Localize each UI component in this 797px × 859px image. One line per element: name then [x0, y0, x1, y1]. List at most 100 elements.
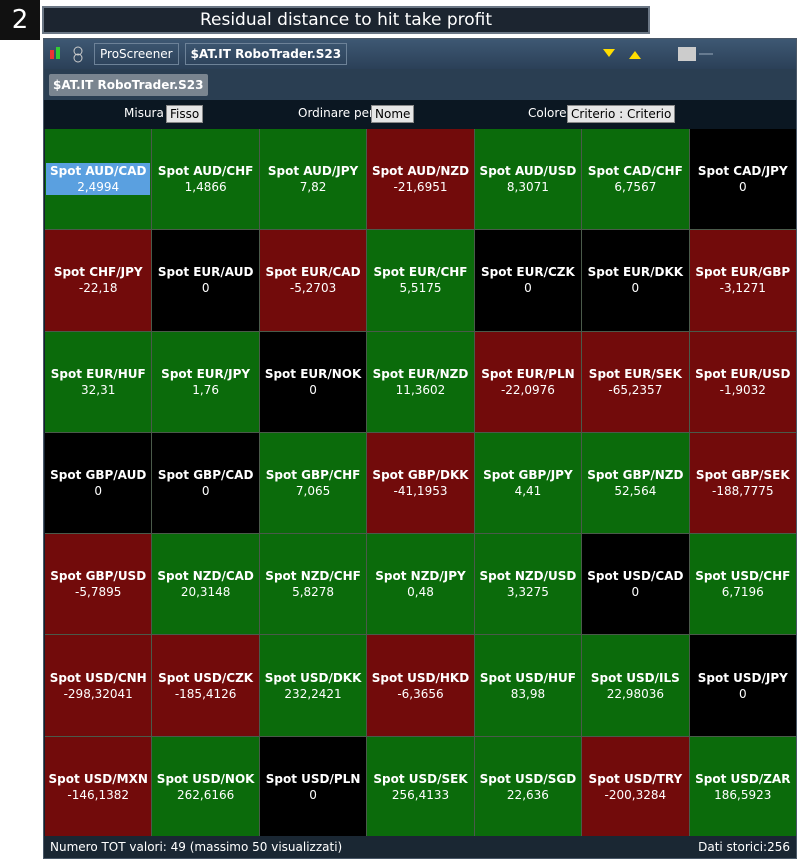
tile[interactable]: Spot NZD/JPY 0,48 [367, 534, 474, 635]
tile[interactable]: Spot USD/SGD 22,636 [474, 736, 582, 837]
tile[interactable]: Spot GBP/NZD 52,564 [582, 432, 689, 534]
tile-name: Spot EUR/DKK [587, 265, 684, 280]
tile[interactable]: Spot EUR/PLN -22,0976 [474, 331, 582, 432]
tile[interactable]: Spot GBP/CHF 7,065 [259, 432, 367, 534]
app-button[interactable]: ProScreener [94, 43, 179, 65]
tile-name: Spot USD/PLN [265, 771, 361, 786]
tile[interactable]: Spot AUD/NZD -21,6951 [367, 129, 474, 230]
tile-value: 6,7567 [614, 180, 657, 195]
tile-value: -1,9032 [719, 382, 766, 397]
tile[interactable]: Spot CAD/JPY 0 [689, 129, 796, 230]
tile[interactable]: Spot AUD/CHF 1,4866 [152, 129, 259, 230]
tile-value: 22,636 [506, 787, 549, 802]
tile-value: 0 [309, 382, 317, 397]
tile-value: 32,31 [81, 382, 116, 397]
tile[interactable]: Spot USD/MXN -146,1382 [45, 736, 152, 837]
tile-value: 256,4133 [391, 787, 450, 802]
tile-value: 52,564 [614, 483, 657, 498]
tab[interactable]: $AT.IT RoboTrader.S23 [49, 73, 208, 96]
tile[interactable]: Spot USD/JPY 0 [689, 635, 796, 736]
tile-name: Spot GBP/AUD [50, 467, 147, 482]
tile-name: Spot AUD/USD [479, 164, 577, 179]
tile[interactable]: Spot USD/CHF 6,7196 [689, 534, 796, 635]
tile[interactable]: Spot GBP/USD -5,7895 [45, 534, 152, 635]
tile[interactable]: Spot NZD/CHF 5,8278 [259, 534, 367, 635]
tile[interactable]: Spot EUR/CZK 0 [474, 230, 582, 331]
tile-value: 0 [524, 281, 532, 296]
tab-row: $AT.IT RoboTrader.S23 [44, 69, 796, 100]
tile-name: Spot USD/CZK [158, 670, 254, 685]
tile[interactable]: Spot USD/CZK -185,4126 [152, 635, 259, 736]
tile[interactable]: Spot GBP/SEK -188,7775 [689, 432, 796, 534]
tile-value: -146,1382 [67, 787, 129, 802]
tile-name: Spot EUR/GBP [695, 265, 791, 280]
tile[interactable]: Spot USD/TRY -200,3284 [582, 736, 689, 837]
tile[interactable]: Spot GBP/CAD 0 [152, 432, 259, 534]
tile[interactable]: Spot AUD/JPY 7,82 [259, 129, 367, 230]
tile-name: Spot CHF/JPY [53, 265, 143, 280]
tile-name: Spot USD/TRY [588, 771, 683, 786]
tile[interactable]: Spot EUR/HUF 32,31 [45, 331, 152, 432]
tile[interactable]: Spot USD/CAD 0 [582, 534, 689, 635]
tile[interactable]: Spot EUR/CAD -5,2703 [259, 230, 367, 331]
tile[interactable]: Spot CHF/JPY -22,18 [45, 230, 152, 331]
tile[interactable]: Spot EUR/NZD 11,3602 [367, 331, 474, 432]
tile[interactable]: Spot AUD/CAD 2,4994 [45, 129, 152, 230]
measure-select[interactable]: Fisso [166, 105, 204, 123]
tile[interactable]: Spot EUR/USD -1,9032 [689, 331, 796, 432]
tile-value: 0 [738, 686, 747, 701]
tile-name: Spot GBP/JPY [483, 467, 573, 482]
screener-select[interactable]: $AT.IT RoboTrader.S23 [184, 43, 348, 65]
tile[interactable]: Spot USD/CNH -298,32041 [45, 635, 152, 736]
sort-select[interactable]: Nome [371, 105, 415, 123]
tile-name: Spot USD/ZAR [695, 771, 791, 786]
tile[interactable]: Spot USD/ZAR 186,5923 [689, 736, 796, 837]
tile-name: Spot NZD/CAD [157, 569, 254, 584]
tile[interactable]: Spot EUR/GBP -3,1271 [689, 230, 796, 331]
tile-value: -3,1271 [719, 281, 766, 296]
tile[interactable]: Spot USD/ILS 22,98036 [582, 635, 689, 736]
tile[interactable]: Spot AUD/USD 8,3071 [474, 129, 582, 230]
tile-name: Spot USD/HUF [479, 670, 576, 685]
tile[interactable]: Spot USD/NOK 262,6166 [152, 736, 259, 837]
tile-name: Spot GBP/USD [50, 569, 147, 584]
tile-value: 186,5923 [714, 787, 772, 802]
tile-value: 0 [201, 483, 210, 498]
tile-value: 0,48 [407, 585, 434, 600]
tile[interactable]: Spot GBP/JPY 4,41 [474, 432, 582, 534]
tile[interactable]: Spot GBP/DKK -41,1953 [367, 432, 474, 534]
badge: 2 [0, 0, 40, 40]
tile-name: Spot AUD/JPY [267, 164, 359, 179]
tile[interactable]: Spot USD/HKD -6,3656 [367, 635, 474, 736]
tile[interactable]: Spot GBP/AUD 0 [45, 432, 152, 534]
tile-name: Spot EUR/NZD [372, 366, 469, 381]
tile-name: Spot EUR/CZK [481, 265, 575, 280]
tile-name: Spot USD/CAD [587, 569, 684, 584]
tile[interactable]: Spot USD/SEK 256,4133 [367, 736, 474, 837]
tile[interactable]: Spot EUR/DKK 0 [582, 230, 689, 331]
tile-value: -200,3284 [604, 787, 667, 802]
tile-value: 5,5175 [399, 281, 442, 296]
tile-name: Spot CAD/CHF [587, 164, 683, 179]
heatmap-grid: Spot AUD/CAD 2,4994 Spot AUD/CHF 1,4866 Spot… [45, 129, 796, 837]
tile[interactable]: Spot EUR/SEK -65,2357 [582, 331, 689, 432]
tile-value: 1,4866 [184, 180, 227, 195]
tile-name: Spot EUR/NOK [264, 366, 362, 381]
tile[interactable]: Spot USD/DKK 232,2421 [259, 635, 367, 736]
tile-name: Spot USD/JPY [697, 670, 788, 685]
tile-name: Spot EUR/CAD [265, 265, 361, 280]
tile-value: 262,6166 [177, 787, 235, 802]
tile[interactable]: Spot EUR/CHF 5,5175 [367, 230, 474, 331]
tile-value: -41,1953 [393, 483, 448, 498]
tile[interactable]: Spot CAD/CHF 6,7567 [582, 129, 689, 230]
tile[interactable]: Spot USD/PLN 0 [259, 736, 367, 837]
color-select[interactable]: Criterio : Criterio [567, 105, 676, 123]
tile[interactable]: Spot EUR/JPY 1,76 [152, 331, 259, 432]
tile[interactable]: Spot EUR/AUD 0 [152, 230, 259, 331]
tile[interactable]: Spot NZD/CAD 20,3148 [152, 534, 259, 635]
tile-name: Spot EUR/CHF [373, 265, 468, 280]
tile[interactable]: Spot NZD/USD 3,3275 [474, 534, 582, 635]
tile-value: 5,8278 [292, 585, 335, 600]
tile[interactable]: Spot EUR/NOK 0 [259, 331, 367, 432]
tile[interactable]: Spot USD/HUF 83,98 [474, 635, 582, 736]
